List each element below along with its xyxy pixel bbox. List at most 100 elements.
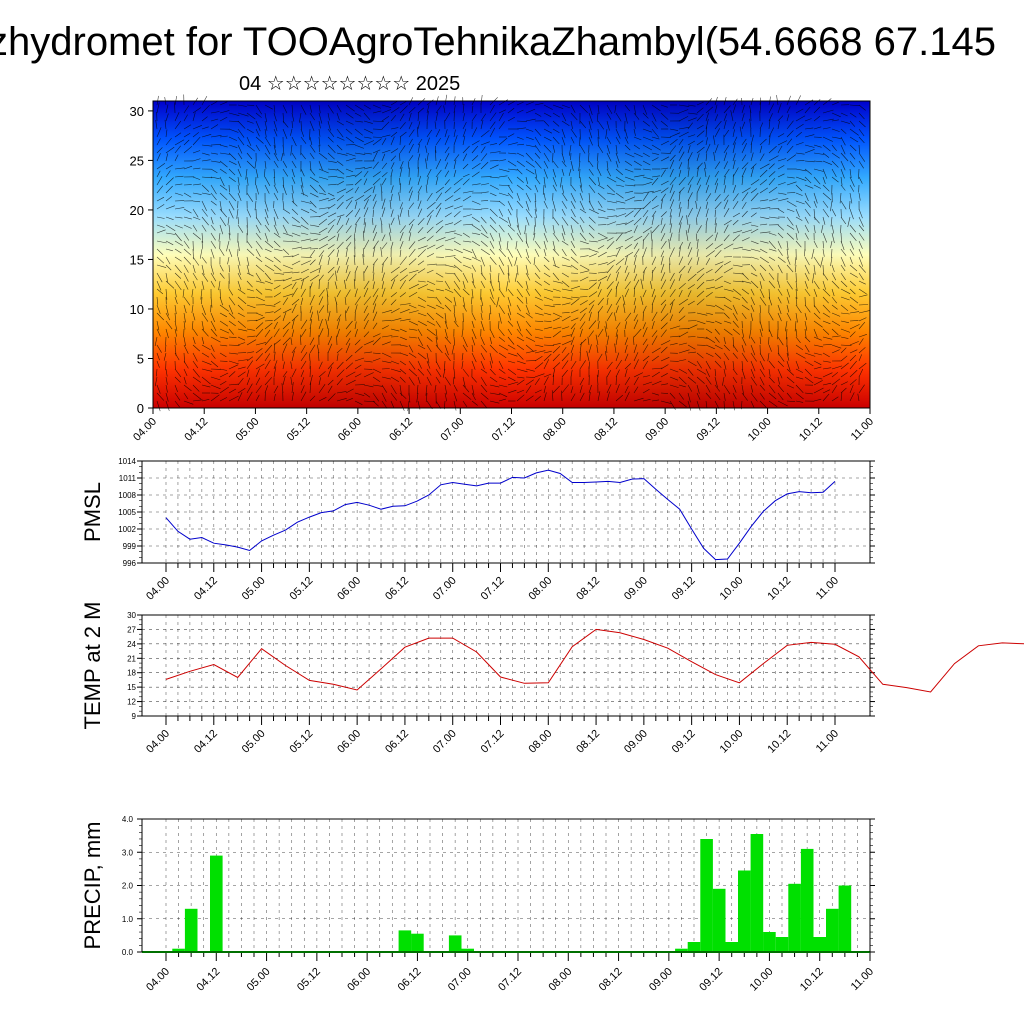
wind-vector [255, 176, 257, 186]
wind-vector [156, 264, 167, 268]
wind-vector [291, 232, 301, 237]
wind-vector [255, 280, 265, 284]
wind-vector [831, 264, 835, 272]
wind-vector [678, 222, 682, 234]
wind-vector [219, 368, 228, 371]
wind-vector [804, 312, 808, 321]
wind-vector [390, 266, 400, 274]
wind-vector [858, 280, 866, 285]
wind-vector [615, 383, 620, 394]
wind-vector [237, 184, 240, 194]
wind-vector [471, 171, 480, 178]
wind-vector [723, 224, 729, 234]
wind-vector [687, 247, 693, 258]
wind-vector [660, 290, 666, 298]
wind-vector [786, 392, 792, 399]
wind-vector [705, 243, 714, 250]
wind-vector [750, 344, 756, 356]
wind-vector [678, 289, 683, 298]
wind-vector [390, 209, 394, 218]
wind-vector [246, 152, 253, 160]
wind-vector [678, 145, 684, 154]
wind-vector [570, 240, 576, 248]
wind-vector [318, 243, 329, 250]
wind-vector [732, 193, 739, 202]
wind-vector [651, 195, 658, 202]
wind-vector [849, 248, 855, 256]
wind-vector [228, 304, 234, 315]
wind-vector [174, 328, 177, 337]
wind-vector [156, 95, 159, 106]
wind-vector [453, 304, 455, 314]
wind-vector [291, 192, 294, 204]
wind-vector [651, 295, 656, 306]
wind-vector [669, 223, 673, 234]
wind-vector [273, 168, 276, 178]
wind-vector [669, 299, 676, 306]
wind-vector [588, 304, 594, 314]
wind-vector [723, 243, 734, 250]
wind-vector [660, 211, 667, 218]
wind-vector [435, 296, 442, 305]
wind-vector [426, 288, 434, 292]
wind-vector [282, 308, 292, 314]
x-tick-label: 08.00 [546, 966, 574, 994]
wind-vector [273, 144, 277, 156]
wind-vector [534, 160, 542, 169]
wind-vector [291, 152, 297, 160]
wind-vector [210, 352, 216, 359]
wind-vector [525, 192, 531, 203]
wind-vector [507, 208, 512, 216]
wind-vector [633, 217, 642, 226]
wind-vector [534, 373, 545, 378]
wind-vector [732, 400, 735, 411]
wind-vector [489, 208, 498, 217]
wind-vector [498, 208, 504, 217]
wind-vector [695, 233, 698, 242]
wind-vector [480, 248, 490, 256]
wind-vector [408, 283, 419, 290]
wind-vector [372, 240, 379, 250]
wind-vector [830, 256, 833, 267]
wind-vector [237, 320, 246, 328]
wind-vector [498, 240, 502, 250]
wind-vector [237, 160, 241, 168]
wind-vector [498, 384, 508, 388]
wind-vector [525, 144, 536, 148]
wind-vector [318, 377, 321, 386]
wind-vector [849, 192, 853, 204]
wind-vector [435, 105, 442, 114]
wind-vector [624, 176, 635, 181]
wind-vector [183, 360, 189, 369]
wind-vector [345, 242, 352, 250]
wind-vector [651, 175, 661, 178]
wind-vector [570, 248, 577, 256]
wind-vector [165, 232, 176, 235]
wind-vector [750, 248, 761, 252]
wind-vector [300, 247, 312, 250]
wind-vector [552, 385, 560, 394]
wind-vector [615, 200, 626, 204]
wind-vector [201, 208, 208, 217]
wind-vector [759, 360, 765, 370]
wind-vector [426, 320, 436, 326]
wind-vector [300, 256, 312, 258]
wind-vector [642, 388, 650, 394]
x-tick-label: 05.12 [288, 728, 316, 756]
wind-vector [480, 161, 489, 170]
wind-vector [831, 335, 841, 338]
wind-vector [336, 257, 340, 266]
wind-vector [390, 299, 397, 306]
wind-vector [264, 152, 271, 160]
wind-vector [840, 128, 847, 134]
wind-vector [290, 144, 293, 156]
wind-vector [822, 109, 834, 114]
wind-vector [309, 259, 316, 266]
wind-vector [417, 249, 426, 258]
wind-vector [219, 272, 225, 279]
wind-vector [687, 140, 696, 146]
wind-vector [399, 153, 401, 162]
wind-vector [822, 176, 826, 184]
wind-vector [380, 247, 383, 258]
wind-vector [525, 208, 533, 218]
